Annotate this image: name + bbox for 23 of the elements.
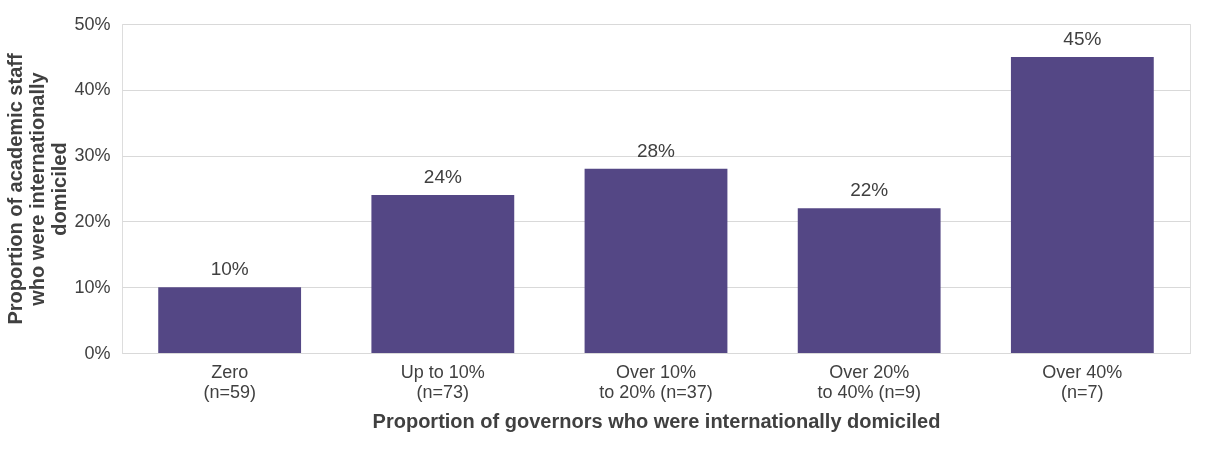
bar [797, 208, 941, 353]
bar [584, 168, 728, 353]
bar [158, 287, 302, 353]
y-tick-label: 0% [84, 342, 111, 363]
data-label: 10% [210, 258, 249, 280]
y-tick-label: 40% [74, 79, 111, 100]
y-tick-label: 20% [74, 210, 111, 231]
y-tick-label: 10% [74, 276, 111, 297]
bar [371, 195, 515, 353]
y-tick-label: 50% [74, 13, 111, 34]
data-label: 22% [850, 179, 889, 201]
x-axis-title: Proportion of governors who were internationally domiciled [372, 409, 941, 432]
data-label: 28% [636, 139, 676, 161]
x-tick-label: Over 40% (n=7) [1042, 361, 1123, 402]
x-tick-label: Up to 10% (n=73) [400, 361, 485, 402]
data-label: 24% [423, 166, 462, 188]
data-label: 45% [1063, 27, 1102, 49]
bar [1010, 56, 1154, 353]
x-tick-label: Over 20% to 40% (n=9) [817, 361, 921, 402]
x-tick-label: Zero (n=59) [203, 361, 256, 402]
x-tick-label: Over 10% to 20% (n=37) [599, 361, 713, 402]
y-tick-label: 30% [74, 145, 111, 166]
y-axis-title: Proportion of academic staff who were internationally domiciled [4, 53, 71, 325]
